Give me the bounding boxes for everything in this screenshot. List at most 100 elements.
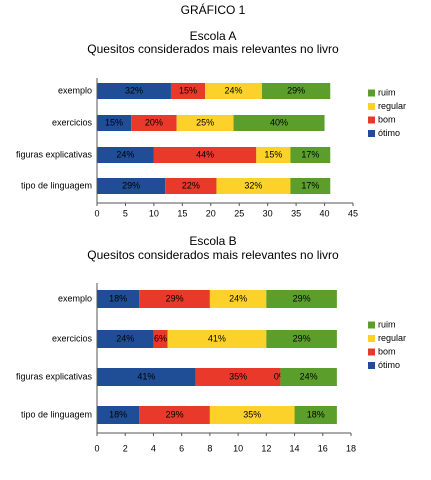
bar-segment: [176, 115, 234, 131]
x-tick-label: 10: [233, 443, 243, 453]
bar-segment: [153, 147, 257, 163]
x-tick-label: 6: [179, 443, 184, 453]
value-label: 17%: [301, 180, 319, 190]
legend-swatch: [368, 130, 375, 137]
legend-label: ótimo: [378, 360, 400, 370]
value-label: 24%: [225, 85, 243, 95]
bar-segment: [266, 330, 337, 348]
value-label: 29%: [122, 180, 140, 190]
bar-segment: [216, 178, 291, 194]
x-tick-label: 16: [318, 443, 328, 453]
bar-segment: [195, 368, 281, 386]
x-tick-label: 18: [346, 443, 356, 453]
bar-segment: [131, 115, 177, 131]
chart-subtitle: Quesitos considerados mais relevantes no…: [87, 42, 339, 56]
x-tick-label: 20: [206, 208, 216, 218]
value-label: 15%: [105, 117, 123, 127]
x-tick-label: 4: [151, 443, 156, 453]
value-label: 29%: [166, 409, 184, 419]
value-label: 24%: [300, 371, 318, 381]
bar-segment: [261, 83, 331, 99]
bar-segment: [167, 330, 267, 348]
category-label: figuras explicativas: [16, 149, 93, 159]
bar-segment: [97, 368, 196, 386]
x-tick-label: 0: [94, 208, 99, 218]
legend-swatch: [368, 103, 375, 110]
x-tick-label: 14: [290, 443, 300, 453]
bar-segment: [97, 330, 154, 348]
bar-segment: [97, 147, 154, 163]
value-label: 44%: [196, 149, 214, 159]
x-tick-label: 12: [261, 443, 271, 453]
bar-segment: [97, 290, 140, 308]
x-tick-label: 45: [348, 208, 358, 218]
value-label: 35%: [243, 409, 261, 419]
x-tick-label: 35: [291, 208, 301, 218]
legend-label: bom: [378, 114, 396, 124]
legend-swatch: [368, 321, 375, 329]
category-label: figuras explicativas: [16, 371, 93, 381]
bar-segment: [209, 290, 267, 308]
bar-segment: [290, 178, 331, 194]
bar-segment: [170, 83, 206, 99]
legend-label: ruim: [378, 319, 396, 329]
bar-segment: [294, 406, 337, 424]
legend-label: ruim: [378, 87, 396, 97]
legend-swatch: [368, 348, 375, 356]
value-label: 32%: [125, 85, 143, 95]
x-tick-label: 40: [320, 208, 330, 218]
chart-subtitle: Quesitos considerados mais relevantes no…: [87, 248, 339, 262]
category-label: tipo de linguagem: [21, 409, 92, 419]
value-label: 32%: [244, 180, 262, 190]
legend-swatch: [368, 116, 375, 124]
chart-title: Escola A: [190, 29, 237, 43]
value-label: 24%: [229, 293, 247, 303]
bar-segment: [97, 115, 132, 131]
value-label: 24%: [116, 149, 134, 159]
bar-segment: [205, 83, 262, 99]
bar-segment: [153, 330, 168, 348]
value-label: 17%: [301, 149, 319, 159]
legend-label: regular: [378, 101, 406, 111]
value-label: 29%: [287, 85, 305, 95]
bar-segment: [209, 406, 295, 424]
bar-segment: [139, 290, 210, 308]
bar-segment: [280, 368, 337, 386]
value-label: 15%: [179, 85, 197, 95]
x-tick-label: 2: [123, 443, 128, 453]
bar-segment: [139, 406, 210, 424]
bar-segment: [233, 115, 325, 131]
value-label: 6%: [154, 333, 167, 343]
legend-swatch: [368, 89, 375, 97]
bar-segment: [165, 178, 217, 194]
value-label: 18%: [109, 293, 127, 303]
value-label: 15%: [264, 149, 282, 159]
x-tick-label: 0: [94, 443, 99, 453]
value-label: 41%: [137, 371, 155, 381]
bar-segment: [97, 83, 171, 99]
bar-segment: [290, 147, 331, 163]
category-label: exercicios: [52, 333, 93, 343]
category-label: exemplo: [58, 85, 92, 95]
value-label: 22%: [182, 180, 200, 190]
category-label: tipo de linguagem: [21, 180, 92, 190]
value-label: 29%: [293, 293, 311, 303]
value-label: 29%: [293, 333, 311, 343]
category-label: exemplo: [58, 293, 92, 303]
legend-label: ótimo: [378, 128, 400, 138]
value-label: 24%: [116, 333, 134, 343]
value-label: 41%: [208, 333, 226, 343]
value-label: 25%: [196, 117, 214, 127]
bar-segment: [97, 406, 140, 424]
bar-segment: [266, 290, 337, 308]
legend-label: bom: [378, 346, 396, 356]
x-tick-label: 15: [177, 208, 187, 218]
value-label: 18%: [307, 409, 325, 419]
legend-swatch: [368, 335, 375, 342]
value-label: 18%: [109, 409, 127, 419]
legend-label: regular: [378, 333, 406, 343]
x-tick-label: 30: [263, 208, 273, 218]
x-tick-label: 25: [234, 208, 244, 218]
chart-title: Escola B: [189, 234, 236, 248]
